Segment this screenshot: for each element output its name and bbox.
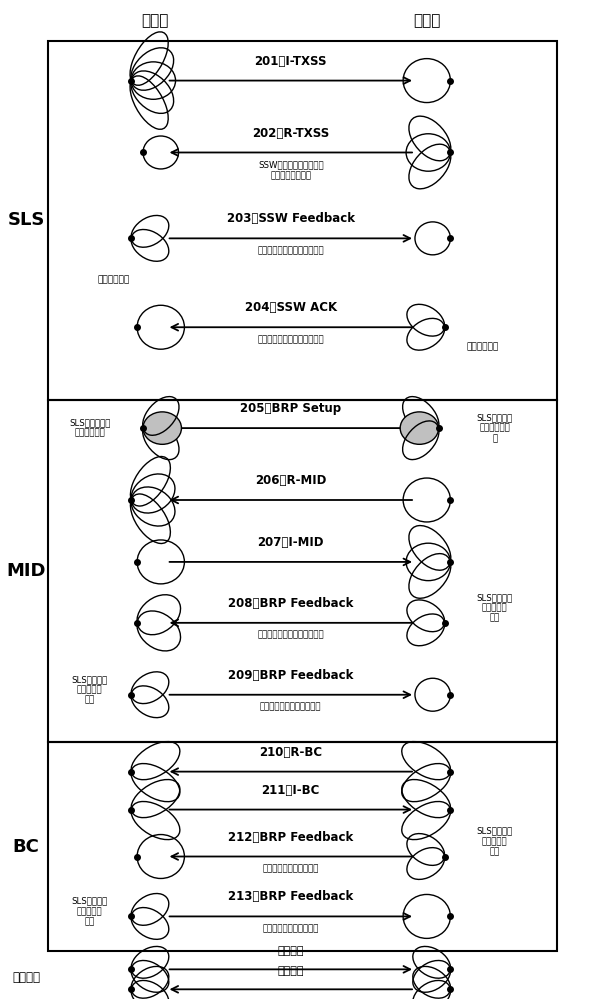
Text: 发起方: 发起方: [141, 13, 168, 28]
Text: BC: BC: [12, 838, 39, 856]
Text: 208，BRP Feedback: 208，BRP Feedback: [228, 597, 353, 610]
Text: 202，R-TXSS: 202，R-TXSS: [252, 127, 330, 140]
Text: 203，SSW Feedback: 203，SSW Feedback: [227, 212, 355, 225]
Text: SLS阶段指定的
最佳发送扇区: SLS阶段指定的 最佳发送扇区: [69, 418, 110, 438]
Text: 209，BRP Feedback: 209，BRP Feedback: [228, 669, 353, 682]
Text: 应答方: 应答方: [413, 13, 441, 28]
Text: 反馈最佳下行链路波束对: 反馈最佳下行链路波束对: [263, 864, 319, 873]
Text: SSW帧包含上一阶段发起
方的最佳发送扇区: SSW帧包含上一阶段发起 方的最佳发送扇区: [258, 160, 324, 180]
Text: 最佳发送扇区: 最佳发送扇区: [467, 343, 499, 352]
Text: 下行链路: 下行链路: [278, 946, 304, 956]
Text: 211，I-BC: 211，I-BC: [262, 784, 320, 797]
Ellipse shape: [143, 412, 181, 444]
Text: SLS阶段指定
的最佳发送
扇区: SLS阶段指定 的最佳发送 扇区: [477, 593, 513, 623]
Bar: [49, 742, 557, 951]
Text: 最佳发送扇区: 最佳发送扇区: [97, 276, 130, 285]
Text: 201，I-TXSS: 201，I-TXSS: [254, 55, 327, 68]
Text: 反馈发起方的最佳接收扇区: 反馈发起方的最佳接收扇区: [260, 703, 321, 712]
Text: 反馈接发起方的最佳发送扇区: 反馈接发起方的最佳发送扇区: [257, 335, 324, 344]
Text: SLS阶段指定
的最佳发送
扇区: SLS阶段指定 的最佳发送 扇区: [72, 675, 108, 705]
Bar: [49, 41, 557, 400]
Text: SLS阶段指定
的最佳发送
扇区: SLS阶段指定 的最佳发送 扇区: [72, 897, 108, 926]
Text: 210，R-BC: 210，R-BC: [259, 746, 323, 759]
Text: 205，BRP Setup: 205，BRP Setup: [240, 402, 342, 415]
Bar: [49, 400, 557, 742]
Text: SLS阶段指定
的最佳发送扇
区: SLS阶段指定 的最佳发送扇 区: [477, 413, 513, 443]
Text: 207，I-MID: 207，I-MID: [257, 536, 324, 549]
Text: 反馈最佳上行链路波束对: 反馈最佳上行链路波束对: [263, 924, 319, 933]
Text: 204，SSW ACK: 204，SSW ACK: [245, 301, 337, 314]
Text: 上行链路: 上行链路: [278, 966, 304, 976]
Text: SLS: SLS: [7, 211, 44, 229]
Text: 反馈的应答方的最佳接收扇区: 反馈的应答方的最佳接收扇区: [257, 631, 324, 640]
Text: MID: MID: [6, 562, 46, 580]
Text: 212，BRP Feedback: 212，BRP Feedback: [228, 831, 353, 844]
Text: 213，BRP Feedback: 213，BRP Feedback: [228, 890, 353, 903]
Text: 206，R-MID: 206，R-MID: [255, 474, 327, 487]
Text: SLS阶段指定
的最佳发送
扇区: SLS阶段指定 的最佳发送 扇区: [477, 827, 513, 856]
Text: 反馈应答方的最佳发送扇区列: 反馈应答方的最佳发送扇区列: [257, 246, 324, 255]
Text: 建立通信: 建立通信: [12, 971, 40, 984]
Ellipse shape: [400, 412, 439, 444]
